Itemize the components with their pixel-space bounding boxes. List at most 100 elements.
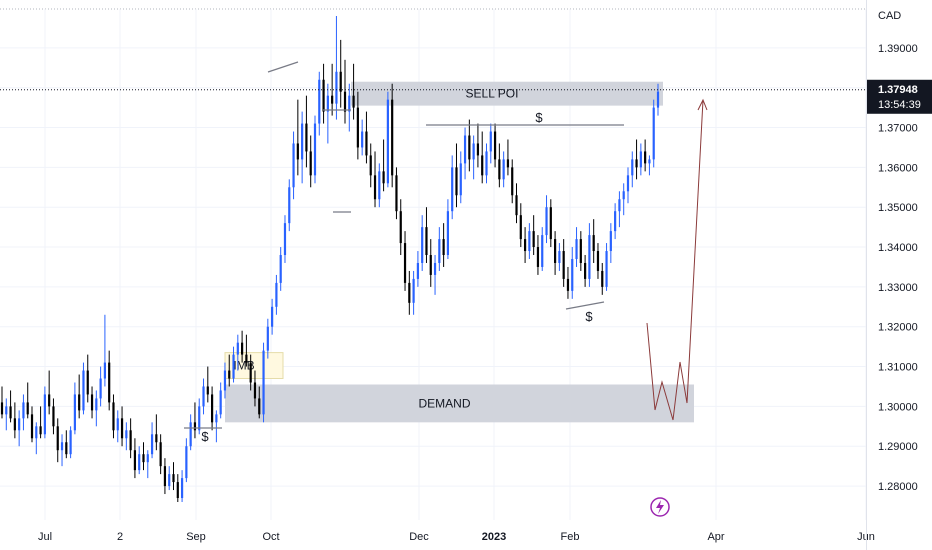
candle-body: [656, 91, 660, 108]
candle: [536, 235, 540, 275]
candle: [416, 251, 419, 287]
candle-body: [232, 354, 235, 379]
candle-body: [605, 251, 608, 287]
candle-body: [288, 187, 291, 224]
candle: [515, 183, 518, 224]
candle-body: [22, 402, 25, 419]
candle: [343, 59, 347, 124]
candle: [219, 382, 222, 419]
y-tick-label: 1.36000: [878, 162, 918, 174]
candle-body: [35, 426, 38, 439]
candle-body: [652, 107, 655, 160]
candle: [30, 406, 34, 443]
candle-body: [579, 239, 582, 263]
candle-body: [39, 426, 42, 435]
candle: [352, 63, 355, 120]
candle-body: [313, 123, 317, 176]
candle-body: [378, 171, 381, 200]
candle: [481, 131, 484, 184]
candle: [150, 422, 154, 459]
candle-body: [283, 223, 287, 256]
candle: [116, 410, 119, 443]
candle: [584, 255, 587, 287]
candle: [69, 426, 72, 459]
price-tag-bg: [867, 79, 932, 114]
imb-zone: [224, 352, 284, 380]
candle: [176, 474, 179, 503]
candle: [498, 143, 501, 188]
candle-body: [442, 239, 445, 256]
y-tick-label: 1.30000: [878, 401, 918, 413]
candle: [442, 223, 445, 267]
candle-body: [82, 370, 85, 411]
candle-body: [65, 442, 68, 455]
candle: [35, 422, 38, 455]
swing-high-line: [267, 61, 299, 73]
candle-body: [99, 378, 102, 399]
candle-body: [202, 386, 205, 407]
candle: [5, 398, 8, 431]
liquidity-marker-left: $: [201, 429, 209, 444]
candle-body: [609, 231, 612, 252]
y-tick-label: 1.34000: [878, 242, 918, 254]
candle-body: [523, 239, 527, 252]
annotations-layer: $ $ $: [0, 61, 866, 517]
candle: [22, 394, 25, 431]
candle-body: [48, 394, 51, 407]
zones-layer: SELL POI DEMAND IMB: [224, 81, 694, 423]
candle-body: [566, 278, 570, 291]
candle: [146, 450, 149, 479]
candle: [472, 135, 475, 180]
candle-body: [236, 342, 239, 355]
candle-body: [425, 227, 428, 256]
candle: [283, 215, 287, 263]
countdown-label: 13:54:39: [878, 99, 921, 111]
candle: [108, 350, 111, 411]
candle-body: [601, 270, 604, 287]
candle: [596, 243, 600, 279]
candle: [318, 71, 321, 136]
candle-body: [0, 402, 4, 415]
equal-lows-line: [565, 301, 605, 310]
candle: [215, 410, 218, 443]
candle-body: [133, 450, 137, 471]
candle: [172, 462, 175, 491]
lightning-icon: [650, 497, 670, 517]
candle-body: [26, 402, 29, 415]
x-tick-label: 2: [117, 531, 123, 543]
candle: [180, 470, 184, 503]
candle-body: [356, 107, 359, 148]
candle: [103, 314, 107, 387]
candle: [228, 354, 231, 387]
candle: [511, 159, 514, 204]
candle-body: [279, 255, 282, 283]
candle-body: [159, 442, 162, 467]
candle-body: [129, 430, 132, 451]
candle-body: [245, 354, 248, 363]
candle: [429, 239, 432, 287]
candle: [326, 83, 329, 144]
y-tick-label: 1.32000: [878, 322, 918, 334]
candle: [206, 366, 209, 403]
candle-body: [206, 386, 209, 395]
candle-body: [138, 454, 141, 471]
candle: [618, 191, 621, 228]
y-tick-label: 1.35000: [878, 202, 918, 214]
candle-body: [352, 95, 355, 108]
candle: [549, 199, 552, 248]
candle-body: [515, 195, 518, 216]
candle-body: [438, 239, 441, 263]
candle: [403, 231, 407, 291]
candle-body: [52, 406, 55, 427]
candle: [614, 203, 617, 240]
candle-body: [30, 414, 34, 439]
candle-body: [399, 211, 402, 244]
candle-body: [571, 259, 574, 291]
candle: [133, 438, 137, 479]
candle: [309, 135, 312, 188]
candle: [382, 139, 385, 192]
candle: [292, 131, 295, 200]
candle: [60, 434, 64, 467]
candle-body: [421, 227, 424, 263]
